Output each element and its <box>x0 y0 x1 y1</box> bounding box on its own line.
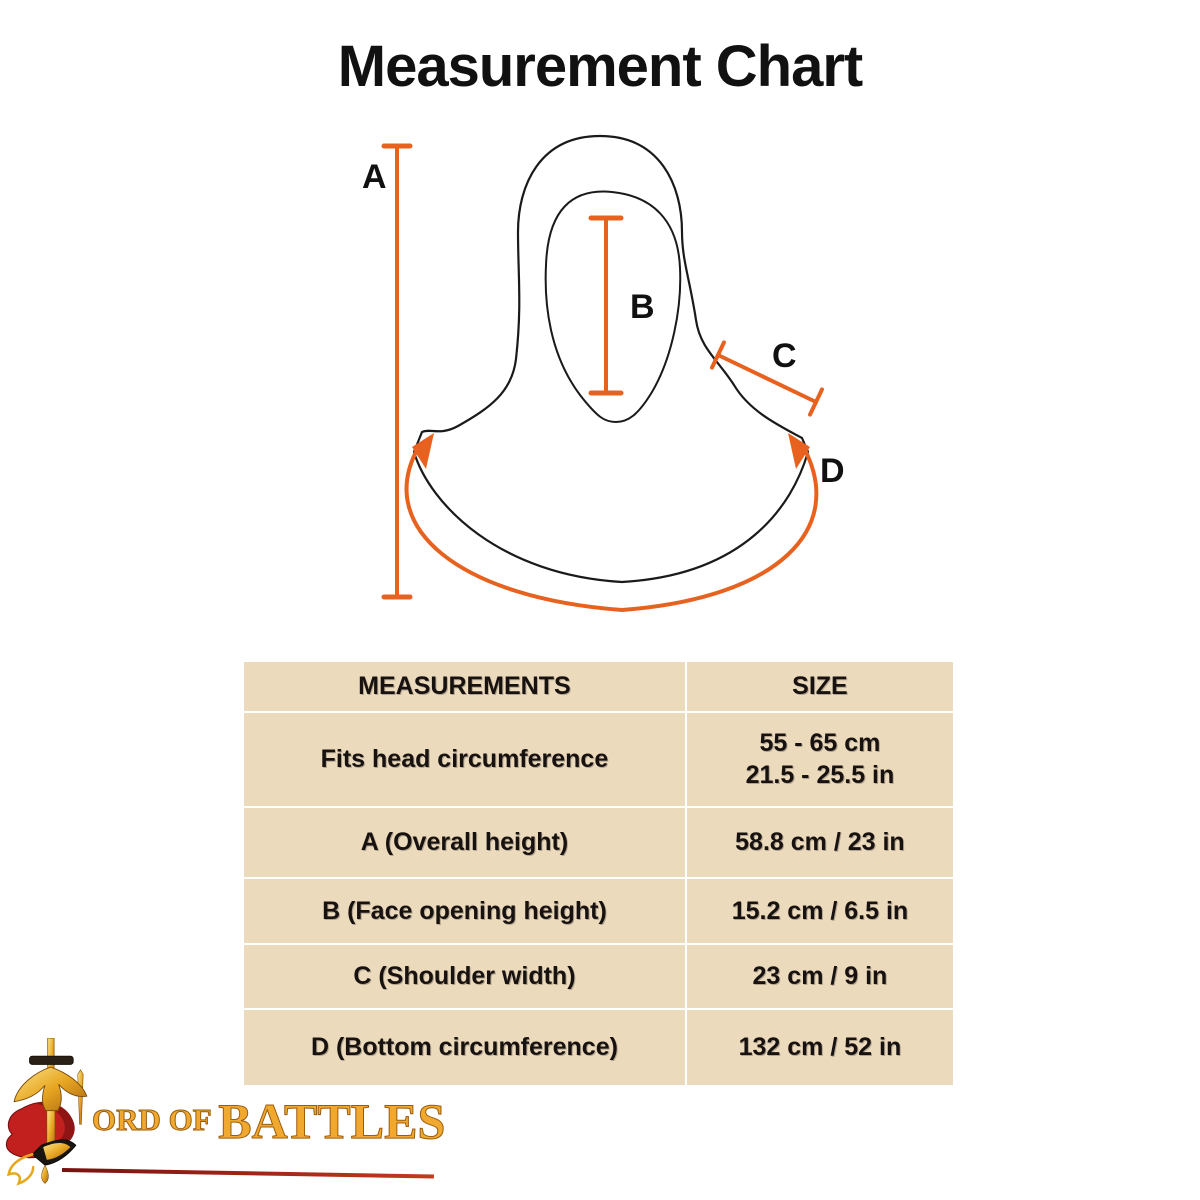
svg-text:D: D <box>820 452 845 490</box>
svg-text:C: C <box>772 337 797 375</box>
svg-text:A: A <box>362 158 387 196</box>
svg-text:B: B <box>630 288 655 326</box>
